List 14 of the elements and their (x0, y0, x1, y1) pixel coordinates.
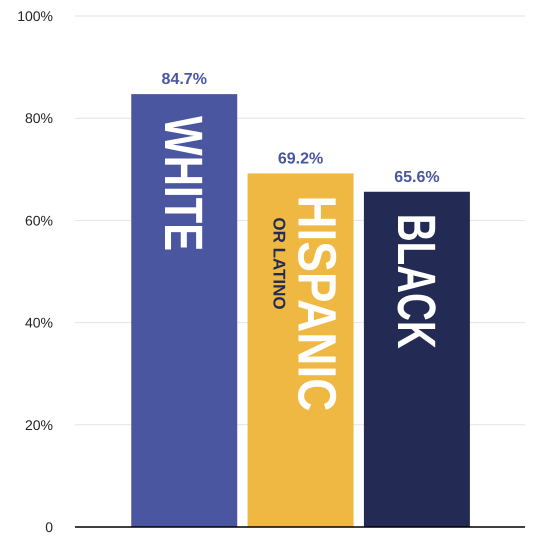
x-tick-label: HISPANIC OR LATINO (270, 195, 347, 450)
y-tick-label: 20% (24, 416, 53, 433)
y-tick-label: 40% (24, 314, 53, 331)
x-tick-label: WHITE (153, 116, 214, 290)
data-label: 84.7% (162, 71, 207, 88)
data-label: 69.2% (278, 150, 324, 168)
data-label: 65.6% (394, 168, 440, 186)
y-tick-label: 60% (24, 212, 53, 228)
y-tick-label: 0 (45, 518, 54, 535)
y-tick-label: 100% (17, 8, 53, 24)
y-tick-label: 80% (24, 110, 53, 126)
bar (364, 192, 470, 527)
x-tick-label: BLACK (386, 214, 446, 403)
bar (131, 94, 238, 527)
